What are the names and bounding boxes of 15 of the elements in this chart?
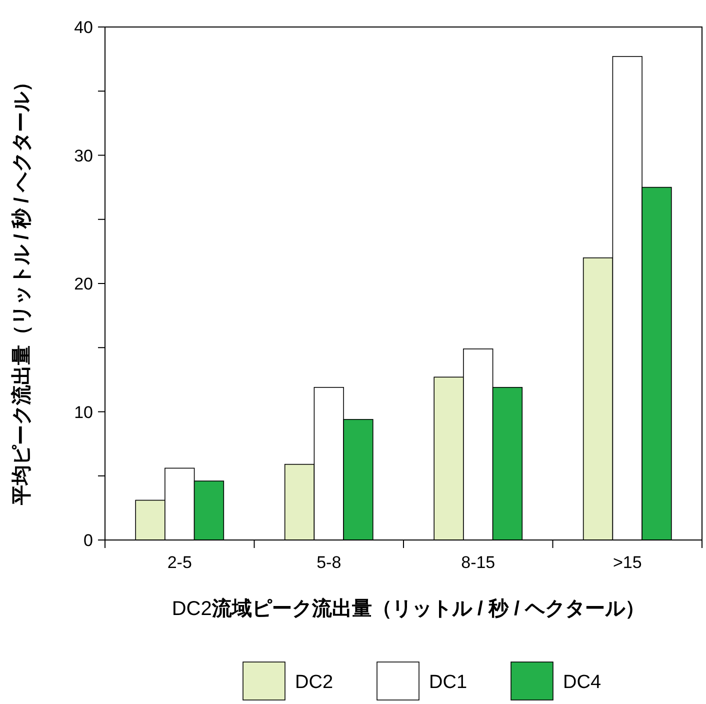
x-tick-label: >15 xyxy=(612,553,642,572)
y-tick-label: 0 xyxy=(84,531,93,550)
x-axis-title: DC2流域ピーク流出量（リットル / 秒 / ヘクタール） xyxy=(172,597,646,620)
y-tick-label: 10 xyxy=(74,402,93,422)
x-tick-label: 8-15 xyxy=(461,553,496,572)
legend: DC2 DC1 DC4 xyxy=(242,662,602,700)
x-tick-label: 2-5 xyxy=(167,553,192,572)
x-tick-label: 5-8 xyxy=(316,553,342,572)
legend-label: DC2 xyxy=(295,672,334,693)
legend-label: DC4 xyxy=(563,672,602,693)
legend-label: DC1 xyxy=(429,672,468,693)
y-tick-label: 30 xyxy=(74,146,93,166)
y-axis-title: 平均ピーク流出量（リットル / 秒 / ヘクタール） xyxy=(10,72,33,506)
y-tick-label: 40 xyxy=(74,18,93,37)
y-tick-label: 20 xyxy=(74,274,93,294)
